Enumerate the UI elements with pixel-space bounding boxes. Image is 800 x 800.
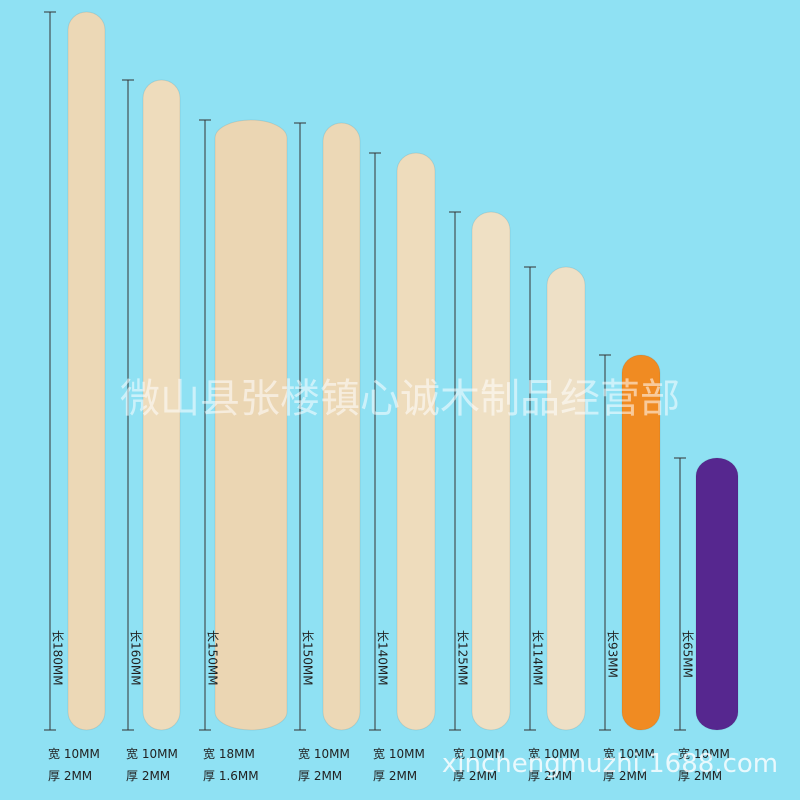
length-label: 长160MM bbox=[129, 630, 143, 686]
thickness-label: 厚 2MM bbox=[126, 769, 170, 783]
width-label: 宽 10MM bbox=[603, 746, 655, 761]
stick bbox=[396, 152, 436, 731]
width-label: 宽 10MM bbox=[126, 746, 178, 761]
length-label: 长93MM bbox=[606, 630, 620, 678]
length-label: 长114MM bbox=[531, 630, 545, 686]
stick bbox=[67, 11, 106, 731]
length-label: 长150MM bbox=[206, 630, 220, 686]
stick bbox=[621, 354, 661, 731]
thickness-label: 厚 2MM bbox=[373, 769, 417, 783]
width-label: 宽 10MM bbox=[48, 746, 100, 761]
length-label: 长65MM bbox=[681, 630, 695, 678]
length-label: 长180MM bbox=[51, 630, 65, 686]
thickness-label: 厚 1.6MM bbox=[203, 769, 259, 783]
length-label: 长150MM bbox=[301, 630, 315, 686]
thickness-label: 厚 2MM bbox=[528, 769, 572, 783]
stick bbox=[546, 266, 586, 731]
url-watermark: xinchengmuzhi.1688.com bbox=[442, 749, 778, 779]
stick bbox=[214, 119, 288, 731]
stick bbox=[322, 122, 361, 731]
thickness-label: 厚 2MM bbox=[48, 769, 92, 783]
width-label: 宽 10MM bbox=[678, 746, 730, 761]
width-label: 宽 10MM bbox=[453, 746, 505, 761]
width-label: 宽 10MM bbox=[528, 746, 580, 761]
stick bbox=[695, 457, 739, 731]
watermark: 微山县张楼镇心诚木制品经营部 bbox=[120, 376, 680, 422]
width-label: 宽 10MM bbox=[298, 746, 350, 761]
thickness-label: 厚 2MM bbox=[678, 769, 722, 783]
thickness-label: 厚 2MM bbox=[453, 769, 497, 783]
stick bbox=[471, 211, 511, 731]
stick bbox=[142, 79, 181, 731]
length-label: 长140MM bbox=[376, 630, 390, 686]
thickness-label: 厚 2MM bbox=[603, 769, 647, 783]
sticks: 长180MM 宽 10MM 厚 2MM 长160MM 宽 10MM 厚 2MM 长150MM… bbox=[44, 11, 739, 783]
length-label: 长125MM bbox=[456, 630, 470, 686]
thickness-label: 厚 2MM bbox=[298, 769, 342, 783]
width-label: 宽 18MM bbox=[203, 746, 255, 761]
width-label: 宽 10MM bbox=[373, 746, 425, 761]
